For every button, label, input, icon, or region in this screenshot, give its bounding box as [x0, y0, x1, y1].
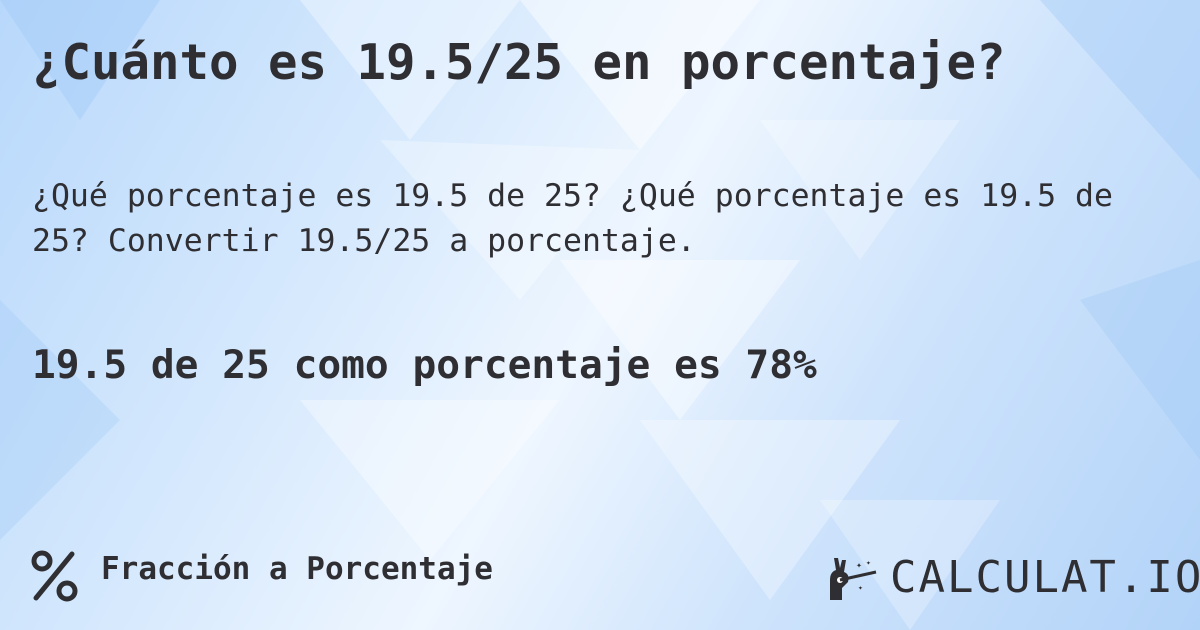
svg-text:✦: ✦ [858, 583, 863, 592]
answer-text: 19.5 de 25 como porcentaje es 78% [32, 342, 817, 388]
percent-icon [31, 550, 78, 602]
description: ¿Qué porcentaje es 19.5 de 25? ¿Qué porc… [32, 178, 1113, 259]
logo-text: CALCULAT.IO [890, 552, 1200, 603]
page-title: ¿Cuánto es 19.5/25 en porcentaje? [32, 34, 1006, 91]
footer-category-label: Fracción a Porcentaje [101, 551, 493, 587]
svg-text:✦: ✦ [866, 558, 871, 567]
calculat-io-logo[interactable]: ✦ ✦ ✦ CALCULAT.IO [828, 556, 1200, 600]
magic-wand-hand-icon: ✦ ✦ ✦ [830, 558, 877, 600]
svg-text:✦: ✦ [856, 560, 862, 571]
